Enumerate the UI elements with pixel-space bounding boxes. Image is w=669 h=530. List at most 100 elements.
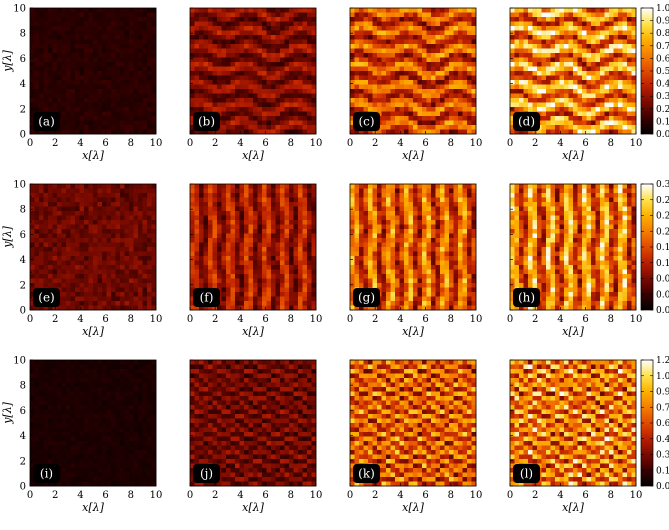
colorbar-tick-label: 0.90 xyxy=(656,388,669,398)
x-tick-label: 10 xyxy=(470,314,483,325)
x-tick-label: 4 xyxy=(557,490,563,501)
colorbar-tick-label: 0.15 xyxy=(656,466,669,476)
x-tick-label: 8 xyxy=(288,490,294,501)
x-tick-label: 0 xyxy=(27,314,33,325)
x-tick-label: 0 xyxy=(507,138,513,149)
heatmap-cells xyxy=(350,360,477,487)
x-tick-label: 6 xyxy=(262,314,268,325)
y-tick-label: 0 xyxy=(20,482,26,493)
panel-label: (i) xyxy=(40,467,53,481)
x-tick-label: 4 xyxy=(237,490,243,501)
y-tick-label: 4 xyxy=(20,255,26,266)
colorbar-tick-label: 0.32 xyxy=(656,180,669,190)
y-tick-label: 6 xyxy=(20,230,26,241)
x-tick-label: 10 xyxy=(470,138,483,149)
panel-label-badge xyxy=(513,288,540,307)
x-tick-label: 2 xyxy=(52,490,58,501)
x-tick-label: 6 xyxy=(102,490,108,501)
heatmap-panel: 0 2 4 6 8 10 x[λ] (b) xyxy=(187,7,323,162)
heatmap-panel: 0 2 4 6 8 10 x[λ] (g) xyxy=(347,183,483,338)
x-tick-label: 4 xyxy=(77,138,83,149)
x-tick-label: 6 xyxy=(262,490,268,501)
panel-label-badge xyxy=(353,112,380,131)
plot-frame xyxy=(349,183,477,311)
x-tick-label: 2 xyxy=(52,314,58,325)
x-tick-label: 8 xyxy=(288,138,294,149)
x-tick-label: 0 xyxy=(347,314,353,325)
x-tick-label: 10 xyxy=(310,490,323,501)
x-tick-label: 4 xyxy=(397,490,403,501)
colorbar-tick-label: 0.00 xyxy=(656,482,669,492)
colorbar-tick-label: 0.00 xyxy=(656,306,669,316)
colorbar-tick-label: 0.04 xyxy=(656,290,669,300)
colorbar-tick-label: 0.7 xyxy=(656,42,669,52)
x-tick-label: 8 xyxy=(608,314,614,325)
y-axis-label: y[λ] xyxy=(1,225,14,248)
panel-label: (h) xyxy=(518,291,535,305)
panel-label: (a) xyxy=(38,115,55,129)
x-tick-label: 8 xyxy=(608,138,614,149)
heatmap-panel: 0 2 4 6 8 10 x[λ] (j) xyxy=(187,359,323,514)
x-tick-label: 10 xyxy=(150,314,163,325)
colorbar-tick-label: 0.12 xyxy=(656,259,669,269)
y-tick-label: 4 xyxy=(20,79,26,90)
colorbar-tick-label: 0.3 xyxy=(656,92,669,102)
x-tick-label: 0 xyxy=(27,490,33,501)
x-tick-label: 0 xyxy=(187,138,193,149)
y-tick-label: 8 xyxy=(20,381,26,392)
x-tick-label: 4 xyxy=(77,314,83,325)
panel-label-badge xyxy=(33,288,60,307)
x-tick-label: 2 xyxy=(212,314,218,325)
plot-frame xyxy=(349,359,477,487)
x-tick-label: 6 xyxy=(422,314,428,325)
y-axis-label: y[λ] xyxy=(1,49,14,72)
x-axis-label: x[λ] xyxy=(82,501,104,514)
y-tick-label: 10 xyxy=(13,180,26,191)
heatmap-panel: 0 2 4 6 8 10 x[λ] (c) xyxy=(347,7,483,162)
x-tick-label: 8 xyxy=(128,138,134,149)
x-tick-label: 10 xyxy=(310,138,323,149)
x-axis-label: x[λ] xyxy=(402,501,424,514)
heatmap-cells xyxy=(30,8,157,135)
colorbar-tick-label: 0.20 xyxy=(656,227,669,237)
heatmap-panel: 0 2 4 6 8 10 x[λ] (f) xyxy=(187,183,322,338)
heatmap-panel: 0 2 4 6 8 10 x[λ] (l) xyxy=(507,359,642,514)
panel-label-badge xyxy=(193,288,220,307)
plot-frame xyxy=(509,183,637,311)
heatmap-cells xyxy=(190,184,317,311)
x-tick-label: 6 xyxy=(582,314,588,325)
x-tick-label: 0 xyxy=(347,138,353,149)
x-tick-label: 6 xyxy=(422,138,428,149)
colorbar: 0.00 0.04 0.08 0.12 0.16 0.20 0.24 0.28 0.32 xyxy=(640,180,669,316)
panel-label: (d) xyxy=(518,115,535,129)
x-tick-label: 2 xyxy=(212,138,218,149)
x-tick-label: 0 xyxy=(27,138,33,149)
colorbar: 0.0 0.1 0.2 0.3 0.4 0.5 0.6 0.7 0.8 0.9 1.0 xyxy=(640,4,669,140)
x-tick-label: 2 xyxy=(52,138,58,149)
panel-label-badge xyxy=(33,464,60,483)
x-axis-label: x[λ] xyxy=(562,501,584,514)
y-tick-label: 2 xyxy=(20,104,26,115)
y-tick-label: 2 xyxy=(20,280,26,291)
panel-label: (e) xyxy=(38,291,54,305)
x-tick-label: 6 xyxy=(582,490,588,501)
x-tick-label: 8 xyxy=(448,490,454,501)
panel-label: (j) xyxy=(200,467,213,481)
heatmap-cells xyxy=(510,360,637,487)
heatmap-panel: 0 2 4 6 8 10 x[λ] (k) xyxy=(347,359,482,514)
plot-frame xyxy=(189,7,317,135)
colorbar-tick-label: 0.28 xyxy=(656,196,669,206)
x-tick-label: 8 xyxy=(608,490,614,501)
heatmap-cells xyxy=(30,360,157,487)
x-tick-label: 2 xyxy=(532,490,538,501)
colorbar-tick-label: 0.0 xyxy=(656,130,669,140)
x-tick-label: 4 xyxy=(237,138,243,149)
x-tick-label: 6 xyxy=(102,138,108,149)
x-tick-label: 0 xyxy=(187,314,193,325)
colorbar-tick-label: 1.0 xyxy=(656,4,669,14)
y-tick-label: 8 xyxy=(20,29,26,40)
x-tick-label: 0 xyxy=(187,490,193,501)
x-tick-label: 8 xyxy=(448,138,454,149)
plot-frame xyxy=(189,359,317,487)
